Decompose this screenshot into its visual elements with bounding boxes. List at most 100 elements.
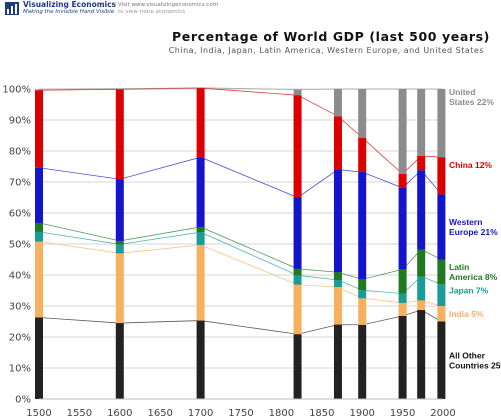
- series-label: All Other: [449, 350, 486, 360]
- bar-segment: [35, 241, 43, 318]
- bar-segment: [358, 298, 367, 325]
- connector-line: [38, 241, 442, 307]
- bar-segment: [417, 276, 426, 301]
- website-note: Visit www.visualizingeconomics.com: [118, 2, 219, 8]
- bar-segment: [358, 324, 367, 399]
- bar-segment: [196, 232, 205, 245]
- series-label: Western: [449, 217, 482, 227]
- chart-title: Percentage of World GDP (last 500 years): [171, 29, 490, 44]
- x-tick-label: 1750: [228, 408, 253, 419]
- bar-segment: [196, 157, 205, 227]
- y-tick-label: 0%: [15, 395, 31, 406]
- y-tick-label: 70%: [9, 178, 31, 189]
- x-tick-label: 1550: [67, 408, 92, 419]
- y-tick-label: 60%: [9, 209, 31, 220]
- bar-segment: [293, 334, 302, 399]
- connector-line: [38, 87, 442, 175]
- bar-segment: [333, 279, 342, 288]
- y-tick-label: 100%: [2, 85, 31, 96]
- x-tick-label: 1650: [147, 408, 172, 419]
- bar-segment: [35, 222, 43, 232]
- bar-segment: [115, 88, 124, 90]
- y-tick-label: 90%: [9, 116, 31, 127]
- bar-segment: [417, 170, 426, 250]
- x-tick-label: 1500: [26, 408, 51, 419]
- bar-segment: [115, 179, 124, 241]
- y-tick-label: 40%: [9, 271, 31, 282]
- bar-segment: [437, 284, 446, 306]
- bar-segment: [417, 310, 426, 399]
- bar-segment: [333, 287, 342, 325]
- bar-segment: [115, 240, 124, 245]
- series-label: China 12%: [449, 160, 492, 170]
- bar-segment: [417, 300, 426, 311]
- series-label: States 22%: [449, 97, 494, 107]
- y-tick-label: 50%: [9, 240, 31, 251]
- bar-segment: [35, 231, 43, 242]
- x-tick-label: 1850: [309, 408, 334, 419]
- bar-segment: [437, 157, 446, 195]
- y-tick-label: 30%: [9, 302, 31, 313]
- bar-segment: [293, 197, 302, 269]
- stacked-bars: [35, 87, 446, 399]
- bar-segment: [35, 89, 43, 91]
- bar-segment: [293, 95, 302, 198]
- bar-segment: [417, 249, 426, 277]
- bar-segment: [293, 275, 302, 285]
- bar-segment: [35, 90, 43, 168]
- bar-segment: [196, 244, 205, 321]
- bar-segment: [398, 89, 407, 174]
- bar-segment: [293, 89, 302, 96]
- bar-segment: [358, 290, 367, 299]
- brand-tagline: Making the Invisible Hand Visible: [23, 9, 115, 15]
- bar-segment: [398, 173, 407, 188]
- grid-lines: [39, 88, 443, 400]
- bar-segment: [115, 253, 124, 324]
- connector-line: [38, 156, 442, 198]
- bar-segment: [293, 268, 302, 276]
- connector-line: [38, 231, 442, 295]
- bar-segment: [196, 320, 205, 399]
- site-logo: [5, 2, 19, 15]
- series-label: Europe 21%: [449, 227, 498, 237]
- chart-subtitle: China, India, Japan, Latin America, West…: [168, 46, 484, 55]
- series-label: India 5%: [449, 309, 484, 319]
- bar-segment: [437, 259, 446, 285]
- x-tick-label: 1600: [107, 408, 132, 419]
- axes: 0% 10% 20% 30% 40% 50% 60% 70% 80% 90% 100% 1500 155…: [2, 85, 455, 419]
- bar-segment: [437, 321, 446, 399]
- bar-segment: [115, 244, 124, 254]
- series-label: Japan 7%: [449, 286, 489, 296]
- bar-segment: [333, 324, 342, 399]
- x-tick-label: 1800: [269, 408, 294, 419]
- bar-segment: [35, 167, 43, 223]
- connector-line: [38, 222, 442, 280]
- bar-segment: [398, 302, 407, 316]
- bar-segment: [398, 293, 407, 303]
- x-tick-label: 1900: [349, 408, 374, 419]
- brand-name: Visualizing Economics: [23, 0, 117, 9]
- connector-line: [38, 309, 442, 335]
- bar-segment: [358, 89, 367, 138]
- bar-segment: [293, 284, 302, 335]
- bar-segment: [333, 272, 342, 280]
- bar-segment: [417, 89, 426, 156]
- series-label: America 8%: [449, 272, 498, 282]
- bar-segment: [358, 137, 367, 173]
- bar-segment: [398, 269, 407, 294]
- bar-segment: [358, 172, 367, 280]
- bar-segment: [333, 116, 342, 170]
- x-tick-label: 1950: [390, 408, 415, 419]
- y-tick-label: 20%: [9, 333, 31, 344]
- x-tick-label: 1700: [188, 408, 213, 419]
- website-subnote: to view more economics: [118, 9, 186, 15]
- series-label: Countries 25%: [449, 360, 501, 370]
- bar-segment: [437, 89, 446, 158]
- bar-segment: [196, 88, 205, 158]
- bar-segment: [115, 323, 124, 399]
- series-label: United: [449, 87, 475, 97]
- bar-segment: [333, 169, 342, 273]
- bar-segment: [417, 155, 426, 171]
